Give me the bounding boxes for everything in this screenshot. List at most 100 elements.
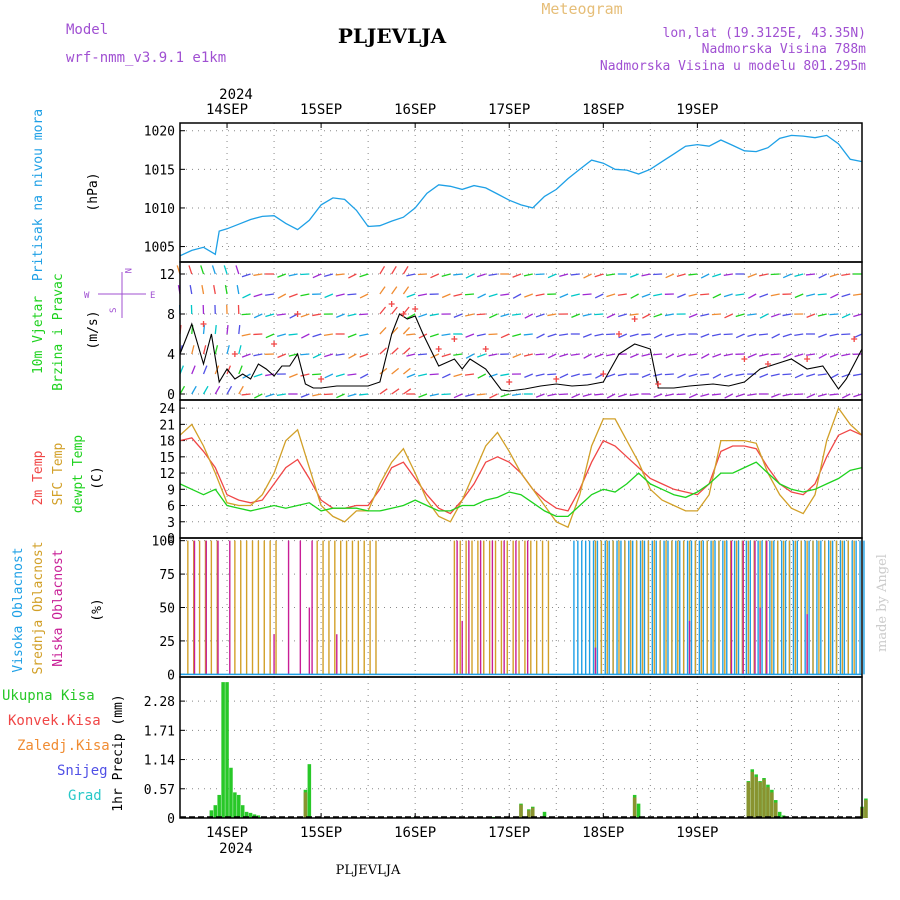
precip-total-bar <box>636 803 641 818</box>
panel-3-ytick-label: 75 <box>159 568 175 583</box>
wind-barb <box>265 333 275 339</box>
wind-barb <box>418 393 428 398</box>
wind-barb <box>441 293 451 299</box>
wind-barb <box>805 353 816 356</box>
wind-barb <box>406 353 416 357</box>
wind-barb <box>226 345 230 355</box>
wind-barb <box>535 393 545 398</box>
wind-barb <box>758 273 769 277</box>
wind-barb <box>594 273 604 278</box>
precip-conv-bar <box>530 807 535 818</box>
wind-barb <box>324 293 334 299</box>
dewpt-line <box>179 461 863 518</box>
wind-barb <box>288 273 298 277</box>
wind-barb <box>759 293 769 298</box>
wind-barb <box>570 293 580 297</box>
wind-barb <box>676 273 686 277</box>
wind-barb <box>794 273 804 277</box>
panel-3-ytick-label: 0 <box>167 668 175 683</box>
wind-barb <box>724 313 733 319</box>
wind-barb <box>379 265 386 275</box>
wind-barb <box>770 313 780 318</box>
panel-2-ytick-label: 6 <box>167 500 175 515</box>
precip-conv-bar <box>750 771 755 818</box>
bottom-day-label: 16SEP <box>394 825 436 841</box>
wind-barb <box>594 393 604 396</box>
panel-1-ytick-label: 8 <box>167 308 175 323</box>
wind-barb <box>853 333 863 339</box>
wind-barb <box>238 385 244 395</box>
wind-barb <box>359 333 369 337</box>
panel-3-ytick-label: 100 <box>152 535 175 550</box>
precip-total-bar <box>240 805 245 818</box>
wind-barb <box>782 373 792 376</box>
wind-barb <box>488 293 498 298</box>
wind-barb <box>759 353 769 357</box>
wind-barb <box>630 353 639 359</box>
wind-gust-marker <box>804 356 811 362</box>
compass-north: N <box>122 268 132 273</box>
wind-barb <box>464 293 475 296</box>
wind-barb <box>582 313 592 317</box>
wind-barb <box>379 286 386 295</box>
panel-2-ytick-label: 24 <box>159 402 175 417</box>
wind-barb <box>806 373 816 378</box>
bottom-day-label: 18SEP <box>582 825 624 841</box>
wind-gust-marker <box>318 376 325 382</box>
wind-barb <box>711 313 721 316</box>
wind-barb <box>277 293 287 299</box>
wind-barb <box>735 333 745 339</box>
temp-unit: (C) <box>90 466 105 489</box>
wind-barb <box>618 333 628 339</box>
panel-1-background <box>180 262 862 400</box>
wind-barb <box>653 353 663 356</box>
wind-gust-marker <box>200 321 207 327</box>
wind-barb <box>818 353 828 359</box>
wind-barb <box>665 273 675 279</box>
wind-barb <box>853 393 863 398</box>
wind-barb <box>391 265 397 275</box>
wind-barb <box>288 353 298 357</box>
wind-barb <box>391 286 398 295</box>
wind-barb <box>189 285 193 295</box>
wind-barb <box>829 313 839 316</box>
precip-total-bar <box>213 805 218 818</box>
precip-conv-bar <box>527 810 531 818</box>
wind-barb <box>301 333 310 339</box>
wind-barb <box>665 333 675 338</box>
wind-barb <box>583 273 592 279</box>
compass-west: W <box>84 291 90 301</box>
wind-barb <box>453 313 463 318</box>
legend-frozen-rain: Zaledj.Kisa <box>17 738 110 754</box>
wind-barb <box>241 333 251 337</box>
wind-barb <box>700 293 710 296</box>
wind-barb <box>535 313 545 318</box>
wind-barb <box>724 393 733 399</box>
wind-barb <box>202 345 207 355</box>
wind-barb <box>559 353 569 358</box>
wind-barb <box>441 273 451 277</box>
wind-barb <box>547 313 557 317</box>
compass-south: S <box>109 308 119 313</box>
precip-total-bar <box>209 810 214 818</box>
wind-barb <box>606 273 616 277</box>
wind-barb <box>606 393 616 399</box>
panel-0-ytick-label: 1015 <box>144 163 175 178</box>
wind-barb <box>418 373 428 377</box>
wind-barb <box>241 273 251 278</box>
wind-unit: (m/s) <box>86 310 101 349</box>
wind-barb <box>617 293 627 296</box>
precip-conv-bar <box>746 782 751 818</box>
wind-barb <box>771 393 780 398</box>
precip-total-bar <box>237 794 241 818</box>
panels: 1005101010151020048120369121518212402550… <box>144 122 868 827</box>
wind-barb <box>817 293 827 296</box>
station-title: PLJEVLJA <box>338 24 447 48</box>
wind-barb <box>817 393 827 397</box>
wind-gust-marker <box>631 316 638 322</box>
wind-barb <box>559 373 569 379</box>
wind-gust-marker <box>412 306 419 312</box>
wind-barb <box>665 353 675 359</box>
wind-barb <box>500 293 510 296</box>
wind-barb <box>747 313 757 316</box>
